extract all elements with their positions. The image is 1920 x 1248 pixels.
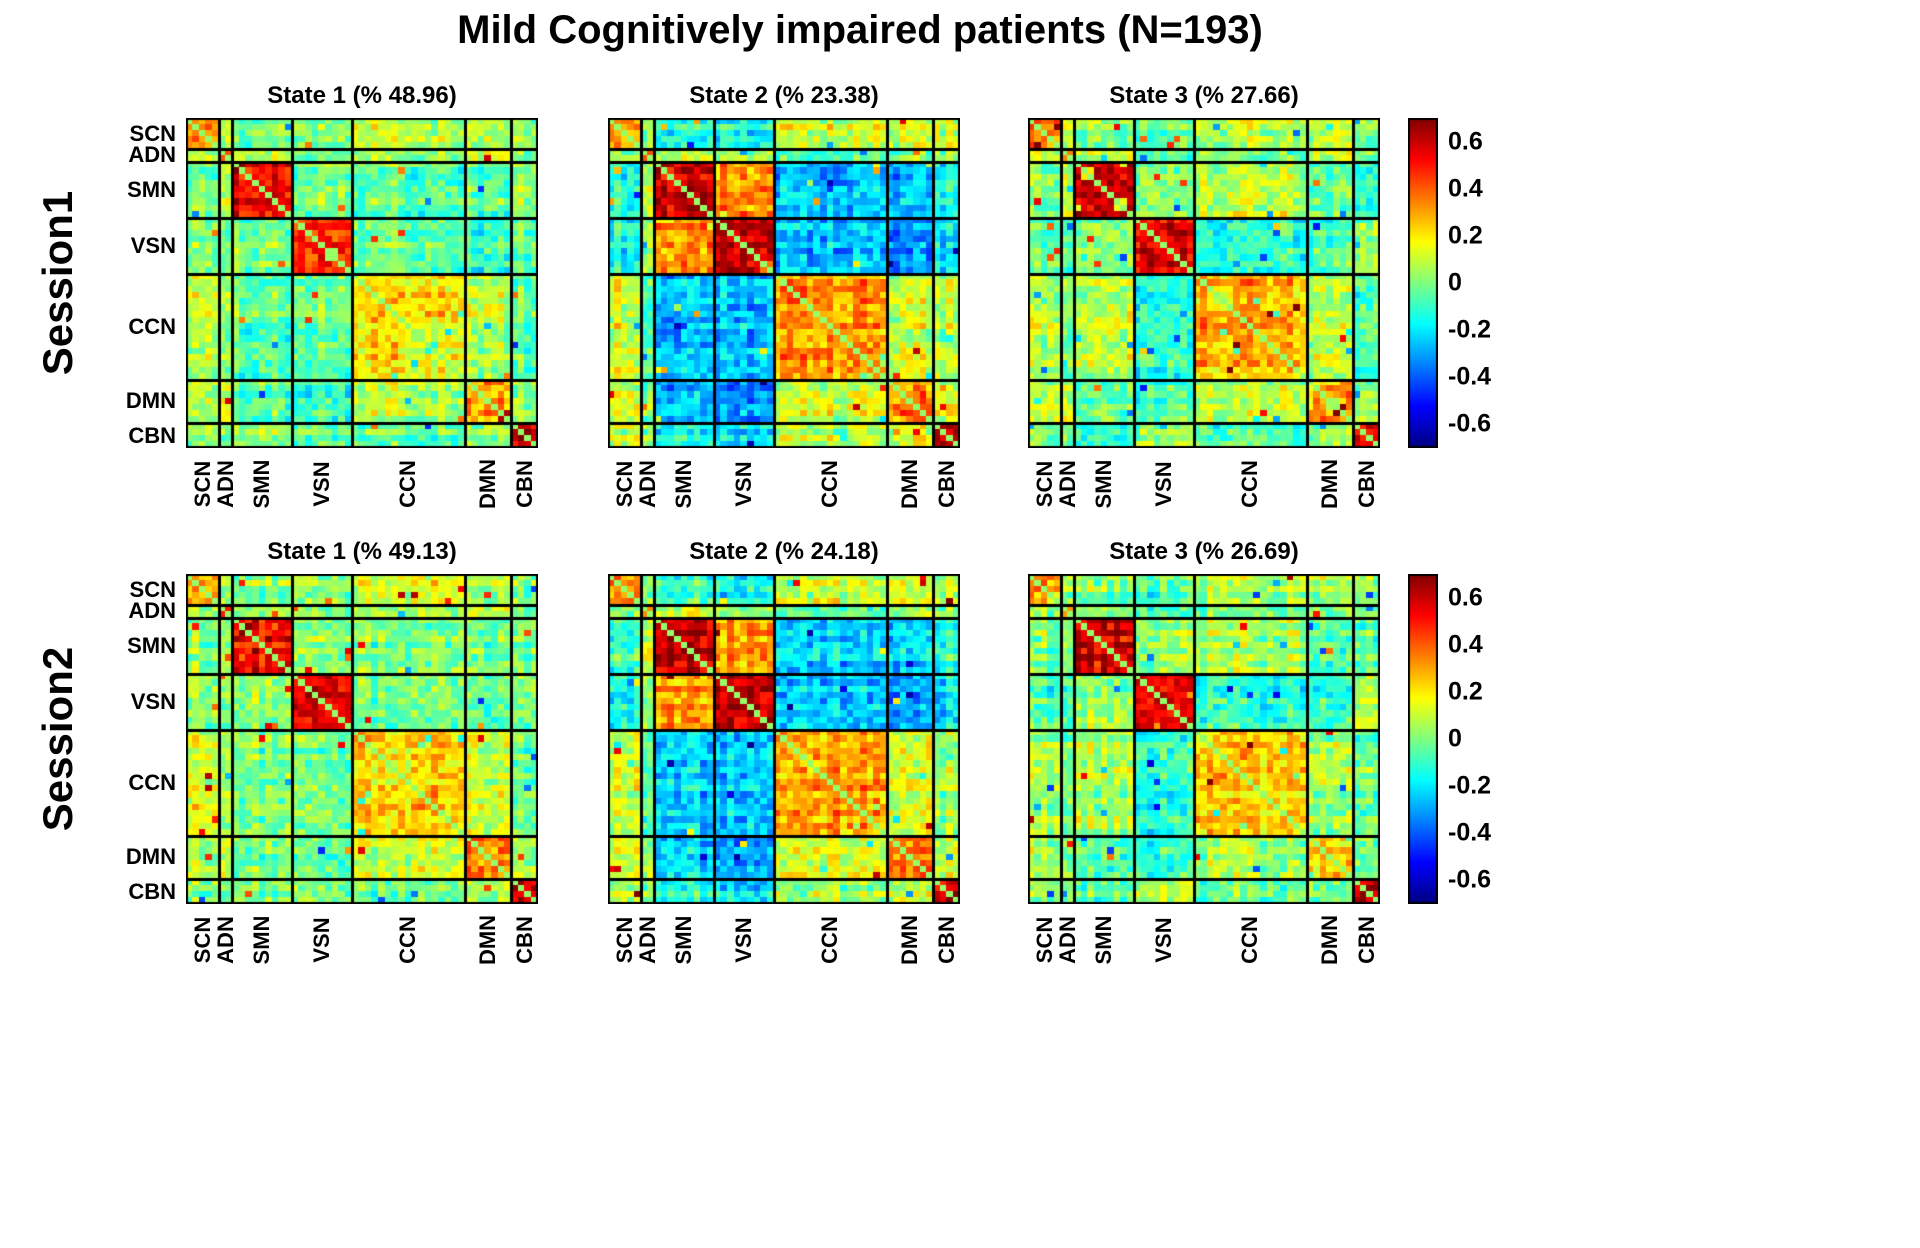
x-tick-scn-session1-state3: SCN <box>1031 460 1057 508</box>
x-tick-dmn-session2-state3: DMN <box>1317 914 1343 966</box>
colorbar-tick-0_2-session1: 0.2 <box>1448 221 1483 250</box>
colorbar-tick-0_4-session1: 0.4 <box>1448 174 1483 203</box>
heatmap-session1-state3 <box>1028 118 1380 448</box>
colorbar-session1 <box>1408 118 1438 448</box>
heatmap-session2-state2 <box>608 574 960 904</box>
x-tick-cbn-session1-state1: CBN <box>511 460 537 508</box>
heatmap-session2-state3 <box>1028 574 1380 904</box>
x-tick-ccn-session1-state2: CCN <box>817 460 843 508</box>
x-tick-cbn-session1-state2: CBN <box>933 460 959 508</box>
x-tick-scn-session1-state2: SCN <box>611 460 637 508</box>
colorbar-tick-neg0_6-session1: -0.6 <box>1448 409 1492 438</box>
colorbar-tick-0-session2: 0 <box>1448 724 1462 753</box>
x-tick-vsn-session1-state2: VSN <box>731 461 757 507</box>
x-tick-vsn-session2-state2: VSN <box>731 917 757 963</box>
x-tick-scn-session1-state1: SCN <box>189 460 215 508</box>
panel-title-session2-state3: State 3 (% 26.69) <box>1109 538 1299 565</box>
colorbar-tick-0_2-session2: 0.2 <box>1448 677 1483 706</box>
x-tick-smn-session2-state3: SMN <box>1091 915 1117 965</box>
y-tick-dmn-session2: DMN <box>125 844 176 870</box>
x-tick-adn-session1-state3: ADN <box>1054 460 1080 508</box>
x-tick-vsn-session1-state3: VSN <box>1151 461 1177 507</box>
y-tick-scn-session2: SCN <box>129 576 176 602</box>
x-tick-ccn-session1-state1: CCN <box>395 460 421 508</box>
colorbar-tick-0-session1: 0 <box>1448 268 1462 297</box>
x-tick-adn-session1-state2: ADN <box>634 460 660 508</box>
x-tick-ccn-session2-state2: CCN <box>817 916 843 964</box>
heatmap-session1-state2 <box>608 118 960 448</box>
x-tick-smn-session2-state2: SMN <box>671 915 697 965</box>
x-tick-ccn-session1-state3: CCN <box>1237 460 1263 508</box>
y-tick-ccn-session2: CCN <box>128 769 176 795</box>
heatmap-session2-state1 <box>186 574 538 904</box>
x-tick-dmn-session1-state1: DMN <box>475 458 501 510</box>
colorbar-tick-neg0_2-session2: -0.2 <box>1448 771 1492 800</box>
colorbar-tick-0_4-session2: 0.4 <box>1448 630 1483 659</box>
x-tick-dmn-session1-state3: DMN <box>1317 458 1343 510</box>
x-tick-vsn-session1-state1: VSN <box>309 461 335 507</box>
heatmap-session1-state1 <box>186 118 538 448</box>
x-tick-adn-session2-state2: ADN <box>634 916 660 964</box>
x-tick-cbn-session2-state2: CBN <box>933 916 959 964</box>
x-tick-scn-session2-state2: SCN <box>611 916 637 964</box>
x-tick-adn-session2-state3: ADN <box>1054 916 1080 964</box>
y-tick-cbn-session2: CBN <box>128 878 176 904</box>
colorbar-tick-neg0_6-session2: -0.6 <box>1448 865 1492 894</box>
x-tick-scn-session2-state3: SCN <box>1031 916 1057 964</box>
figure-title: Mild Cognitively impaired patients (N=19… <box>457 8 1263 52</box>
x-tick-dmn-session1-state2: DMN <box>897 458 923 510</box>
x-tick-smn-session1-state1: SMN <box>249 459 275 509</box>
x-tick-cbn-session2-state3: CBN <box>1353 916 1379 964</box>
y-tick-cbn-session1: CBN <box>128 422 176 448</box>
x-tick-smn-session1-state2: SMN <box>671 459 697 509</box>
x-tick-ccn-session2-state3: CCN <box>1237 916 1263 964</box>
x-tick-ccn-session2-state1: CCN <box>395 916 421 964</box>
colorbar-tick-0_6-session1: 0.6 <box>1448 127 1483 156</box>
x-tick-smn-session1-state3: SMN <box>1091 459 1117 509</box>
y-tick-dmn-session1: DMN <box>125 388 176 414</box>
y-tick-vsn-session2: VSN <box>130 688 176 714</box>
panel-title-session2-state2: State 2 (% 24.18) <box>689 538 879 565</box>
panel-title-session2-state1: State 1 (% 49.13) <box>267 538 457 565</box>
panel-title-session1-state3: State 3 (% 27.66) <box>1109 82 1299 109</box>
y-tick-vsn-session1: VSN <box>130 232 176 258</box>
x-tick-cbn-session1-state3: CBN <box>1353 460 1379 508</box>
x-tick-dmn-session2-state1: DMN <box>475 914 501 966</box>
panel-title-session1-state2: State 2 (% 23.38) <box>689 82 879 109</box>
colorbar-tick-neg0_4-session2: -0.4 <box>1448 818 1492 847</box>
session-label-session2: Session2 <box>34 646 81 832</box>
x-tick-scn-session2-state1: SCN <box>189 916 215 964</box>
colorbar-tick-neg0_4-session1: -0.4 <box>1448 362 1492 391</box>
panel-title-session1-state1: State 1 (% 48.96) <box>267 82 457 109</box>
x-tick-cbn-session2-state1: CBN <box>511 916 537 964</box>
x-tick-vsn-session2-state1: VSN <box>309 917 335 963</box>
y-tick-smn-session1: SMN <box>127 176 176 202</box>
colorbar-tick-neg0_2-session1: -0.2 <box>1448 315 1492 344</box>
y-tick-adn-session2: ADN <box>128 598 176 624</box>
x-tick-adn-session2-state1: ADN <box>212 916 238 964</box>
y-tick-smn-session2: SMN <box>127 632 176 658</box>
y-tick-adn-session1: ADN <box>128 142 176 168</box>
x-tick-dmn-session2-state2: DMN <box>897 914 923 966</box>
x-tick-vsn-session2-state3: VSN <box>1151 917 1177 963</box>
colorbar-tick-0_6-session2: 0.6 <box>1448 583 1483 612</box>
y-tick-scn-session1: SCN <box>129 120 176 146</box>
colorbar-session2 <box>1408 574 1438 904</box>
session-label-session1: Session1 <box>34 190 81 376</box>
y-tick-ccn-session1: CCN <box>128 313 176 339</box>
x-tick-adn-session1-state1: ADN <box>212 460 238 508</box>
x-tick-smn-session2-state1: SMN <box>249 915 275 965</box>
